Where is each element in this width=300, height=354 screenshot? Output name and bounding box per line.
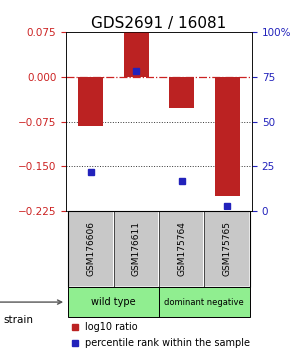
Text: wild type: wild type (91, 297, 136, 307)
Bar (124, 32, 149, 77)
Bar (204, 211, 250, 287)
Bar (68, 287, 159, 318)
Bar (214, 77, 239, 196)
Bar (159, 211, 204, 287)
Text: GSM175765: GSM175765 (223, 222, 232, 276)
Text: dominant negative: dominant negative (164, 298, 244, 307)
Bar (79, 77, 104, 126)
Bar (68, 211, 114, 287)
Text: strain: strain (3, 315, 33, 325)
Text: log10 ratio: log10 ratio (85, 322, 137, 332)
Text: percentile rank within the sample: percentile rank within the sample (85, 338, 250, 348)
Bar (114, 211, 159, 287)
Bar (169, 77, 194, 108)
Title: GDS2691 / 16081: GDS2691 / 16081 (92, 16, 226, 31)
Text: GSM176611: GSM176611 (132, 222, 141, 276)
Text: GSM176606: GSM176606 (86, 222, 95, 276)
Bar (159, 287, 250, 318)
Text: GSM175764: GSM175764 (177, 222, 186, 276)
Text: strain: strain (0, 297, 62, 307)
